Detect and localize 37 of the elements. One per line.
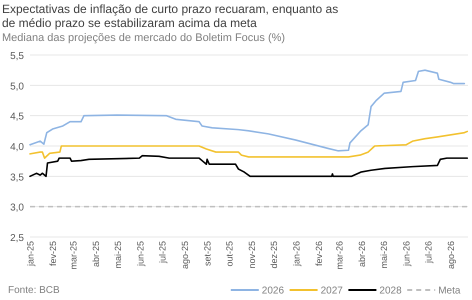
source-note: Fonte: BCB xyxy=(8,285,60,296)
x-tick-label: set-25 xyxy=(202,241,213,266)
x-tick-label: ago-25 xyxy=(180,241,190,270)
legend-label: 2027 xyxy=(320,286,344,296)
line-series xyxy=(29,130,468,159)
x-tick-label: jul-26 xyxy=(423,241,434,264)
x-tick-label: mar-25 xyxy=(68,241,78,270)
legend-label: 2026 xyxy=(262,286,284,296)
x-tick-label: out-25 xyxy=(224,241,234,267)
y-tick-label: 3,0 xyxy=(10,202,24,214)
x-tick-label: dez-25 xyxy=(268,241,279,269)
x-tick-label: mar-26 xyxy=(334,241,345,270)
chart-title: Expectativas de inflação de curto prazo recuaram, enquanto as de médio prazo se estabilizaram acima da meta xyxy=(2,2,338,30)
x-tick-label: jun-26 xyxy=(402,241,412,268)
x-tick-label: ago-26 xyxy=(446,241,456,270)
y-tick-label: 2,5 xyxy=(10,233,24,244)
line-series xyxy=(29,154,468,178)
x-tick-label: mai-25 xyxy=(112,241,123,269)
x-tick-label: jul-25 xyxy=(157,241,168,264)
legend-label: 2028 xyxy=(379,286,402,296)
chart-subtitle: Mediana das projeções de mercado do Boletim Focus (%) xyxy=(2,32,286,44)
y-tick-label: 4,0 xyxy=(10,142,24,153)
y-tick-label: 3,5 xyxy=(10,172,24,184)
y-tick-label: 5,0 xyxy=(10,81,24,92)
x-tick-label: jan-25 xyxy=(26,241,36,268)
x-tick-label: mai-26 xyxy=(378,241,389,269)
x-tick-label: abr-25 xyxy=(91,241,102,268)
x-tick-label: jan-26 xyxy=(292,241,302,268)
x-tick-label: fev-25 xyxy=(48,241,58,266)
legend-label: Meta xyxy=(438,286,461,296)
x-tick-label: nov-25 xyxy=(247,241,258,269)
x-tick-label: jun-25 xyxy=(136,241,146,268)
x-tick-label: abr-26 xyxy=(357,241,368,268)
line-series xyxy=(29,69,466,152)
y-tick-label: 4,5 xyxy=(10,112,24,123)
y-tick-label: 5,5 xyxy=(10,51,24,62)
x-tick-label: fev-26 xyxy=(314,241,324,266)
